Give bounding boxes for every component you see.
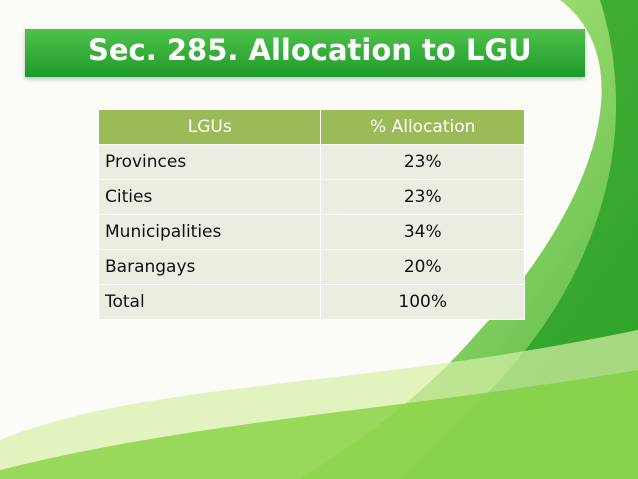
- table-row: Barangays 20%: [97, 249, 525, 285]
- column-header: % Allocation: [320, 109, 525, 145]
- slide-title: Sec. 285. Allocation to LGU: [88, 33, 532, 67]
- title-bar: Sec. 285. Allocation to LGU: [25, 29, 585, 77]
- table-header: LGUs% Allocation: [97, 109, 525, 145]
- table-row: Provinces 23%: [97, 144, 525, 180]
- allocation-cell: 100%: [320, 284, 525, 320]
- swoosh: [0, 370, 638, 479]
- lgu-cell: Cities: [97, 179, 322, 215]
- allocation-cell: 20%: [320, 249, 525, 285]
- table-row: Cities 23%: [97, 179, 525, 215]
- lgu-cell: Barangays: [97, 249, 322, 285]
- table-row: Municipalities 34%: [97, 214, 525, 250]
- column-header: LGUs: [97, 109, 322, 145]
- allocation-cell: 23%: [320, 179, 525, 215]
- lgu-cell: Municipalities: [97, 214, 322, 250]
- table-row: Total 100%: [97, 284, 525, 320]
- lgu-cell: Provinces: [97, 144, 322, 180]
- lgu-cell: Total: [97, 284, 322, 320]
- allocation-cell: 34%: [320, 214, 525, 250]
- allocation-cell: 23%: [320, 144, 525, 180]
- allocation-table: LGUs% Allocation Provinces 23% Cities 23% Mu…: [97, 109, 525, 320]
